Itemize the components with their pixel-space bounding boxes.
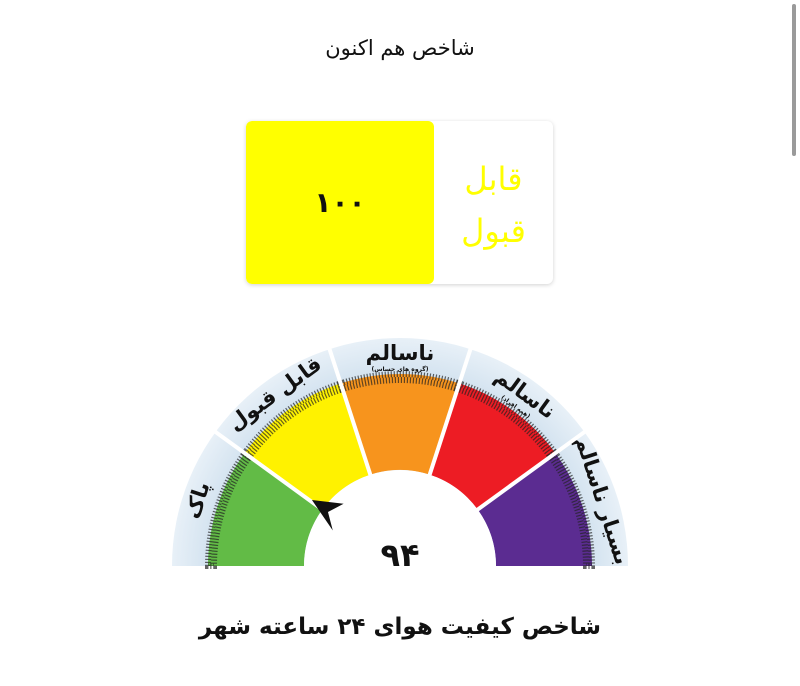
current-index-value: ۱۰۰ [246, 121, 434, 284]
gauge-ticks [546, 448, 596, 569]
gauge-center [304, 470, 496, 566]
gauge-segment-label: ناسالم [366, 341, 435, 365]
gauge-segment-sublabel: (گروه های حساس) [371, 365, 428, 373]
page-title: شاخص هم اکنون [325, 36, 475, 60]
scrollbar[interactable] [792, 4, 796, 156]
footer-title: شاخص کیفیت هوای ۲۴ ساعته شهر [198, 614, 602, 640]
current-index-card: ۱۰۰ قابل قبول [246, 121, 553, 284]
gauge-value: ۹۴ [380, 536, 419, 574]
gauge-segment [477, 453, 592, 566]
gauge-segment [340, 374, 460, 475]
gauge-segment [244, 383, 371, 510]
gauge-needle-icon [311, 500, 344, 531]
gauge-segment [208, 453, 323, 566]
current-index-status: قابل قبول [461, 159, 526, 250]
gauge-segment [429, 383, 556, 510]
